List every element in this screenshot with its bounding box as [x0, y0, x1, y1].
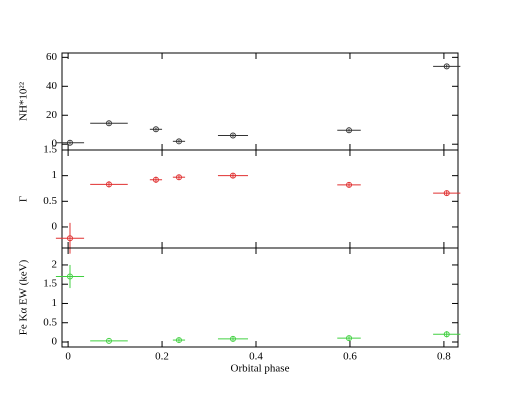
x-tick-label: 0.6: [343, 351, 357, 363]
point: [346, 127, 353, 134]
y-axis-label: Fe Kα EW (keV): [18, 259, 30, 335]
point: [175, 138, 182, 145]
y-tick-label: 20: [46, 109, 58, 121]
y-tick-label: 0.5: [43, 195, 57, 207]
point: [229, 172, 236, 179]
point: [346, 181, 353, 188]
panel-frame: [61, 52, 459, 151]
y-tick-label: 2: [52, 258, 58, 270]
x-tick-label: 0.8: [437, 351, 451, 363]
y-tick-label: 1: [52, 297, 58, 309]
point: [443, 63, 450, 70]
point: [443, 331, 450, 338]
point: [66, 139, 73, 146]
y-axis-label: NH*10²²: [18, 81, 30, 121]
point: [346, 335, 353, 342]
y-tick-label: 60: [46, 51, 58, 63]
x-tick-label: 0.4: [249, 351, 263, 363]
y-tick-label: 1: [52, 169, 58, 181]
point: [105, 120, 112, 127]
y-tick-label: 40: [46, 80, 58, 92]
y-tick-label: 1.5: [43, 278, 57, 290]
panel-frame: [61, 149, 459, 249]
y-tick-label: 0.5: [43, 316, 57, 328]
x-tick-label: 0.2: [155, 351, 169, 363]
point: [105, 337, 112, 344]
x-tick-label: 0: [65, 351, 71, 363]
point: [175, 337, 182, 344]
y-tick-label: 0: [52, 220, 58, 232]
point: [105, 181, 112, 188]
point: [443, 190, 450, 197]
panel-frame: [61, 247, 459, 348]
x-axis-label: Orbital phase: [231, 363, 290, 375]
point: [66, 273, 73, 280]
y-tick-label: 0: [52, 336, 58, 348]
point: [152, 126, 159, 133]
y-tick-label: 1.5: [43, 144, 57, 156]
point: [152, 176, 159, 183]
y-axis-label: Γ: [18, 196, 30, 202]
point: [229, 132, 236, 139]
y-tick-label: 0: [52, 138, 58, 150]
point: [175, 174, 182, 181]
point: [66, 235, 73, 242]
point: [229, 335, 236, 342]
